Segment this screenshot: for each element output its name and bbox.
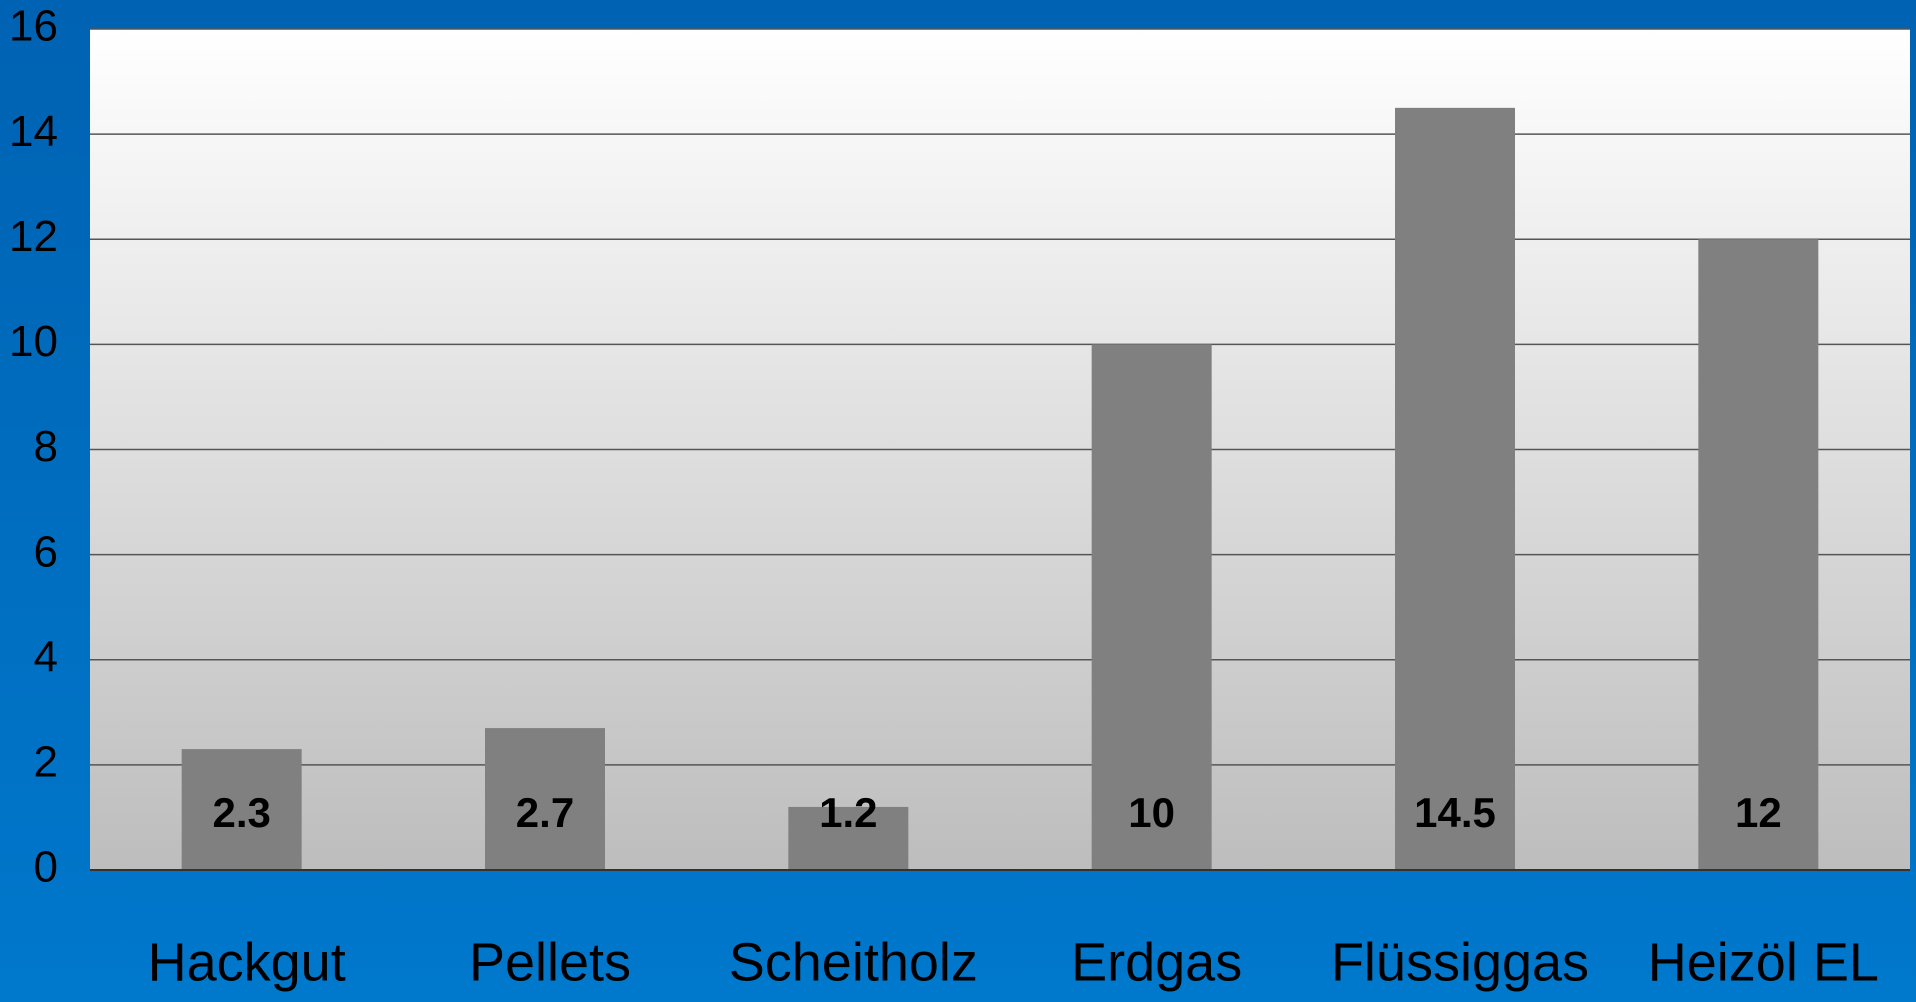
y-tick-label: 8 <box>34 422 58 471</box>
y-tick-label: 4 <box>34 632 58 681</box>
y-tick-label: 12 <box>9 212 58 261</box>
value-label: 12 <box>1735 789 1782 836</box>
bar <box>1395 107 1515 870</box>
y-tick-label: 14 <box>9 107 58 156</box>
y-tick-label: 16 <box>9 2 58 51</box>
x-tick-label: Hackgut <box>148 932 346 992</box>
y-tick-label: 2 <box>34 738 58 787</box>
x-tick-label: Erdgas <box>1071 932 1242 992</box>
bar <box>1698 239 1819 870</box>
y-tick-label: 10 <box>9 317 58 366</box>
x-tick-label: Heizöl EL <box>1648 932 1879 992</box>
y-tick-label: 6 <box>34 527 58 576</box>
value-label: 14.5 <box>1414 789 1496 836</box>
bar <box>485 728 605 870</box>
value-label: 1.2 <box>819 789 877 836</box>
bar <box>788 806 909 870</box>
y-tick-label: 0 <box>34 843 58 892</box>
x-tick-label: Scheitholz <box>729 932 978 992</box>
value-label: 2.7 <box>516 789 574 836</box>
x-tick-label: Flüssiggas <box>1331 932 1589 992</box>
value-label: 10 <box>1128 789 1175 836</box>
bar <box>1091 344 1212 870</box>
bar <box>181 749 302 870</box>
x-tick-label: Pellets <box>469 932 631 992</box>
value-label: 2.3 <box>212 789 270 836</box>
